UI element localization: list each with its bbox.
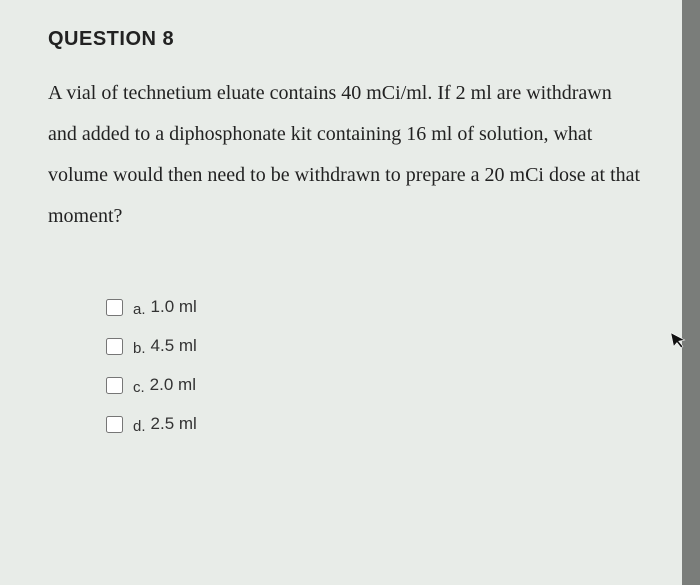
option-value: 2.0 ml xyxy=(150,375,196,395)
option-d[interactable]: d. 2.5 ml xyxy=(106,414,642,434)
option-a-checkbox[interactable] xyxy=(106,299,123,316)
option-b[interactable]: b. 4.5 ml xyxy=(106,336,642,356)
option-value: 1.0 ml xyxy=(151,297,197,317)
options-list: a. 1.0 ml b. 4.5 ml c. 2.0 ml d. 2.5 ml xyxy=(48,297,642,434)
option-value: 4.5 ml xyxy=(151,336,197,356)
option-b-checkbox[interactable] xyxy=(106,338,123,355)
option-a[interactable]: a. 1.0 ml xyxy=(106,297,642,317)
question-text: A vial of technetium eluate contains 40 … xyxy=(48,73,642,237)
option-letter: a. xyxy=(133,301,146,318)
question-title: QUESTION 8 xyxy=(48,28,642,51)
option-c[interactable]: c. 2.0 ml xyxy=(106,375,642,395)
option-letter: c. xyxy=(133,379,145,396)
option-letter: d. xyxy=(133,418,146,435)
option-value: 2.5 ml xyxy=(151,414,197,434)
option-letter: b. xyxy=(133,340,146,357)
question-page: QUESTION 8 A vial of technetium eluate c… xyxy=(0,0,682,585)
option-c-checkbox[interactable] xyxy=(106,377,123,394)
option-d-checkbox[interactable] xyxy=(106,416,123,433)
